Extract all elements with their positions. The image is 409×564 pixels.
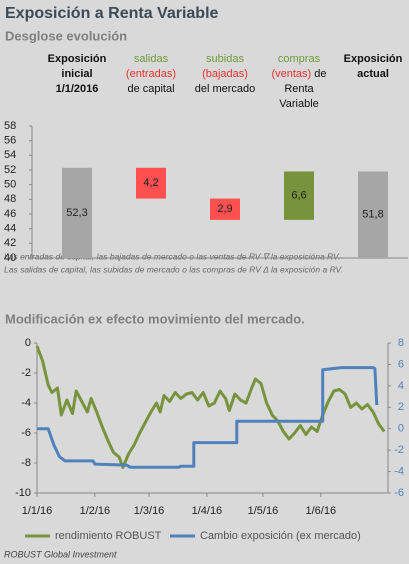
category-label: compras (ventas) de Renta Variable	[262, 52, 336, 112]
note: Las salidas de capital, las subidas de m…	[4, 264, 343, 274]
bar	[136, 167, 166, 199]
y-tick-label: -8	[21, 457, 31, 469]
category-line: inicial	[40, 67, 114, 82]
category-line: Renta	[262, 82, 336, 97]
y-tick-label: 40	[4, 252, 16, 264]
x-tick-label: 1/3/16	[134, 505, 165, 517]
y2-tick-label: 0	[398, 423, 404, 435]
x-tick-label: 1/2/16	[80, 505, 111, 517]
legend-label: rendimiento ROBUST	[55, 530, 162, 542]
y2-tick-label: 4	[398, 380, 404, 392]
x-tick-label: 1/5/16	[248, 505, 279, 517]
category-text: Variable	[279, 98, 319, 110]
y2-tick-label: -2	[394, 444, 404, 456]
category-line: compras	[262, 52, 336, 67]
category-line: subidas	[188, 52, 262, 67]
x-tick-label: 1/4/16	[192, 505, 223, 517]
category-line: salidas	[114, 52, 188, 67]
y-tick-label: -10	[15, 487, 31, 499]
x-tick-label: 1/6/16	[305, 505, 336, 517]
y-tick-label: 48	[4, 193, 16, 205]
category-text: (entradas)	[125, 68, 177, 80]
page-title: Exposición a Renta Variable	[5, 5, 219, 22]
category-line: (ventas) de	[262, 67, 336, 82]
category-line: (bajadas)	[188, 67, 262, 82]
category-label: Exposición actual	[336, 52, 409, 82]
bar	[62, 167, 92, 258]
data-label: 4,2	[143, 177, 158, 189]
legend-label: Cambio exposición (ex mercado)	[200, 530, 361, 542]
y-tick-label: 46	[4, 208, 16, 220]
line-series	[35, 345, 386, 469]
y2-tick-label: 2	[398, 401, 404, 413]
category-text: actual	[357, 68, 389, 80]
y-tick-label: 58	[4, 120, 16, 132]
category-text: (bajadas)	[202, 68, 248, 80]
category-text: Exposición	[47, 53, 107, 65]
y2-tick-label: -6	[394, 487, 404, 499]
page-subtitle: Desglose evolución	[5, 28, 127, 43]
category-text: salidas	[133, 53, 169, 65]
category-text: 1/1/2016	[55, 83, 99, 95]
category-line: actual	[336, 67, 409, 82]
category-text: Exposición	[343, 53, 403, 65]
category-text: de	[311, 68, 327, 80]
data-label: 52,3	[66, 207, 87, 219]
note: Las entradas de capital, las bajadas de …	[4, 251, 340, 261]
category-text: inicial	[61, 68, 93, 80]
bar	[358, 171, 388, 258]
category-line: Exposición	[336, 52, 409, 67]
y-tick-label: 50	[4, 179, 16, 191]
y-tick-label: 56	[4, 135, 16, 147]
chart-title: Modificación ex efecto movimiento del me…	[5, 311, 305, 326]
y-tick-label: -2	[21, 367, 31, 379]
category-text: del mercado	[194, 83, 256, 95]
category-line: Variable	[262, 97, 336, 112]
category-label: salidas (entradas) de capital	[114, 52, 188, 97]
category-text: subidas	[206, 53, 244, 65]
bar	[284, 171, 314, 220]
category-line: (entradas)	[114, 67, 188, 82]
data-label: 2,9	[217, 203, 232, 215]
data-label: 51,8	[362, 209, 383, 221]
category-text: (ventas)	[271, 68, 312, 80]
y-tick-label: -4	[21, 397, 31, 409]
y2-tick-label: -4	[394, 465, 404, 477]
category-line: Exposición	[40, 52, 114, 67]
x-tick-label: 1/1/16	[22, 505, 53, 517]
category-line: del mercado	[188, 82, 262, 97]
y-tick-label: 44	[4, 223, 16, 235]
category-label: Exposición inicial 1/1/2016	[40, 52, 114, 97]
y-tick-label: 54	[4, 149, 16, 161]
category-line: de capital	[114, 82, 188, 97]
footer: ROBUST Global Investment	[4, 549, 117, 559]
category-text: de capital	[127, 83, 175, 95]
category-text: compras	[277, 53, 321, 65]
y-tick-label: 42	[4, 237, 16, 249]
category-text: Renta	[284, 83, 314, 95]
bar	[210, 198, 240, 220]
y-tick-label: 52	[4, 164, 16, 176]
data-label: 6,6	[291, 190, 306, 202]
category-label: subidas (bajadas) del mercado	[188, 52, 262, 97]
category-line: 1/1/2016	[40, 82, 114, 97]
line-series	[37, 366, 379, 469]
y-tick-label: -6	[21, 427, 31, 439]
y2-tick-label: 6	[398, 358, 404, 370]
y-tick-label: 0	[25, 337, 31, 349]
y2-tick-label: 8	[398, 337, 404, 349]
